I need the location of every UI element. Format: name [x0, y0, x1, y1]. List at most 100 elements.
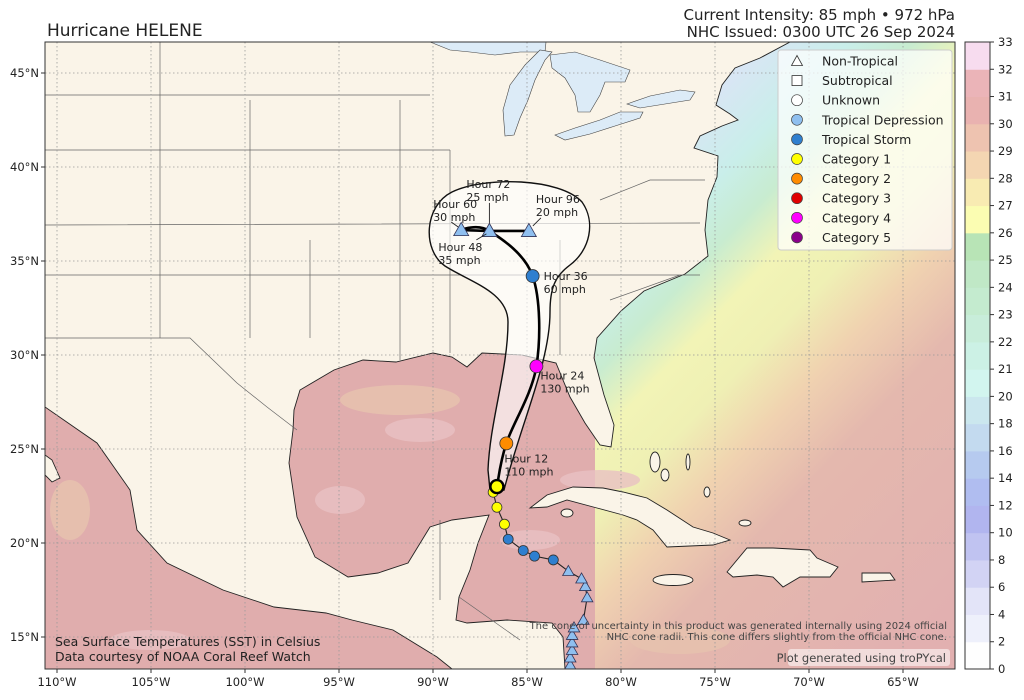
colorbar-segment — [965, 559, 990, 588]
legend-label: Tropical Depression — [821, 112, 944, 127]
legend: Non-Tropical Subtropical Unknown Tropical D… — [777, 49, 953, 251]
colorbar-tick-label: 31 — [998, 90, 1013, 104]
colorbar-segment — [965, 423, 990, 452]
colorbar-segment — [965, 314, 990, 343]
colorbar-segment — [965, 151, 990, 179]
past-track-point — [561, 564, 575, 576]
legend-label: Category 1 — [822, 152, 891, 167]
forecast-point-hour-96 — [520, 222, 538, 237]
past-track-point — [565, 636, 579, 648]
sst-data-source: Data courtesy of NOAA Coral Reef Watch — [55, 649, 311, 664]
past-track-point — [564, 658, 577, 669]
legend-item-category-5: Category 5 — [791, 230, 891, 245]
colorbar-tick-label: 29 — [998, 144, 1013, 158]
lon-tick-label: 70°W — [793, 675, 825, 689]
past-track-point — [517, 545, 529, 556]
forecast-hour: Hour 72 — [466, 178, 510, 191]
lake-superior — [429, 42, 547, 56]
forecast-wind: 35 mph — [438, 254, 480, 267]
circle-marker-icon — [791, 94, 803, 107]
sst-warm-patches — [110, 418, 640, 650]
colorbar-tick-label: 21 — [998, 362, 1013, 376]
label-leader-line — [450, 221, 459, 228]
colorbar-tick-label: 32 — [998, 62, 1013, 76]
colorbar-segment — [965, 42, 990, 70]
current-position-marker — [489, 478, 505, 495]
label-leader-line — [532, 217, 542, 227]
legend-item-unknown: Unknown — [791, 93, 880, 108]
colorbar-tick-label: 25 — [998, 253, 1013, 267]
legend-item-category-4: Category 4 — [791, 210, 891, 225]
label-leader-line — [476, 233, 487, 241]
circle-marker-icon — [791, 113, 803, 126]
lat-tick-label: 40°N — [10, 160, 39, 174]
legend-item-non-tropical: Non-Tropical — [790, 54, 898, 69]
colorbar-segment — [965, 614, 990, 643]
legend-label: Category 4 — [822, 210, 891, 225]
forecast-wind: 30 mph — [433, 211, 475, 224]
past-track-point — [491, 501, 503, 513]
storm-title: Hurricane HELENE — [47, 21, 203, 41]
forecast-hour: Hour 96 — [536, 193, 580, 206]
current-intensity: Current Intensity: 85 mph • 972 hPa — [684, 6, 955, 24]
colorbar-tick-label: 16 — [998, 444, 1013, 458]
past-track-point — [502, 533, 514, 545]
colorbar-segment — [965, 260, 990, 288]
circle-marker-icon — [791, 211, 803, 224]
past-track-point — [565, 628, 579, 640]
past-track-point — [565, 643, 579, 655]
bahamas — [649, 451, 752, 527]
colorbar-tick-label: 23 — [998, 308, 1013, 322]
colorbar-segment — [965, 69, 990, 98]
lon-tick-label: 65°W — [887, 675, 919, 689]
lon-tick-label: 75°W — [699, 675, 731, 689]
lon-tick-label: 105°W — [131, 675, 170, 689]
colorbar-segment — [965, 123, 990, 152]
lake-ontario — [626, 89, 696, 109]
legend-item-tropical-depression: Tropical Depression — [791, 112, 944, 127]
colorbar-tick-label: 8 — [998, 553, 1005, 567]
colorbar-segment — [965, 287, 990, 316]
lon-tick-label: 95°W — [323, 675, 355, 689]
colorbar-segment — [965, 341, 990, 370]
forecast-point-hour-36 — [525, 269, 540, 283]
colorbar-segment — [965, 587, 990, 615]
colorbar-tick-label: 24 — [998, 280, 1013, 294]
past-track-point — [576, 613, 590, 625]
isle-of-youth — [560, 508, 574, 518]
colorbar-tick-label: 6 — [998, 580, 1005, 594]
legend-label: Tropical Storm — [821, 132, 911, 147]
colorbar-segment — [965, 96, 990, 125]
lon-tick-label: 85°W — [511, 675, 543, 689]
lat-tick-label: 35°N — [10, 254, 39, 268]
puerto-rico — [861, 572, 896, 583]
legend-box — [777, 49, 953, 251]
lon-tick-label: 100°W — [225, 675, 264, 689]
lat-tick-label: 15°N — [10, 630, 39, 644]
forecast-hour: Hour 48 — [438, 241, 482, 254]
colorbar-segment — [965, 532, 990, 561]
forecast-track-line — [460, 225, 541, 487]
colorbar-tick-label: 10 — [998, 526, 1013, 540]
storm-track — [453, 221, 594, 669]
lon-tick-label: 110°W — [37, 675, 76, 689]
lake-huron — [549, 51, 631, 113]
colorbar-tick-label: 27 — [998, 199, 1013, 213]
colorbar-segment — [965, 450, 990, 479]
sst-colorbar: 0246810121416182021222324252627282930313… — [964, 35, 1013, 676]
axis-tick-labels: 110°W 105°W 100°W 95°W 90°W 85°W 80°W 75°W 70°W 6… — [10, 66, 919, 689]
forecast-point-hour-72 — [481, 222, 498, 237]
forecast-wind: 20 mph — [536, 206, 578, 219]
circle-marker-icon — [791, 133, 803, 146]
colorbar-segment — [965, 205, 990, 234]
legend-item-subtropical: Subtropical — [791, 73, 893, 88]
colorbar-segment — [965, 478, 990, 506]
colorbar-segment — [965, 396, 990, 425]
square-marker-icon — [791, 75, 803, 86]
